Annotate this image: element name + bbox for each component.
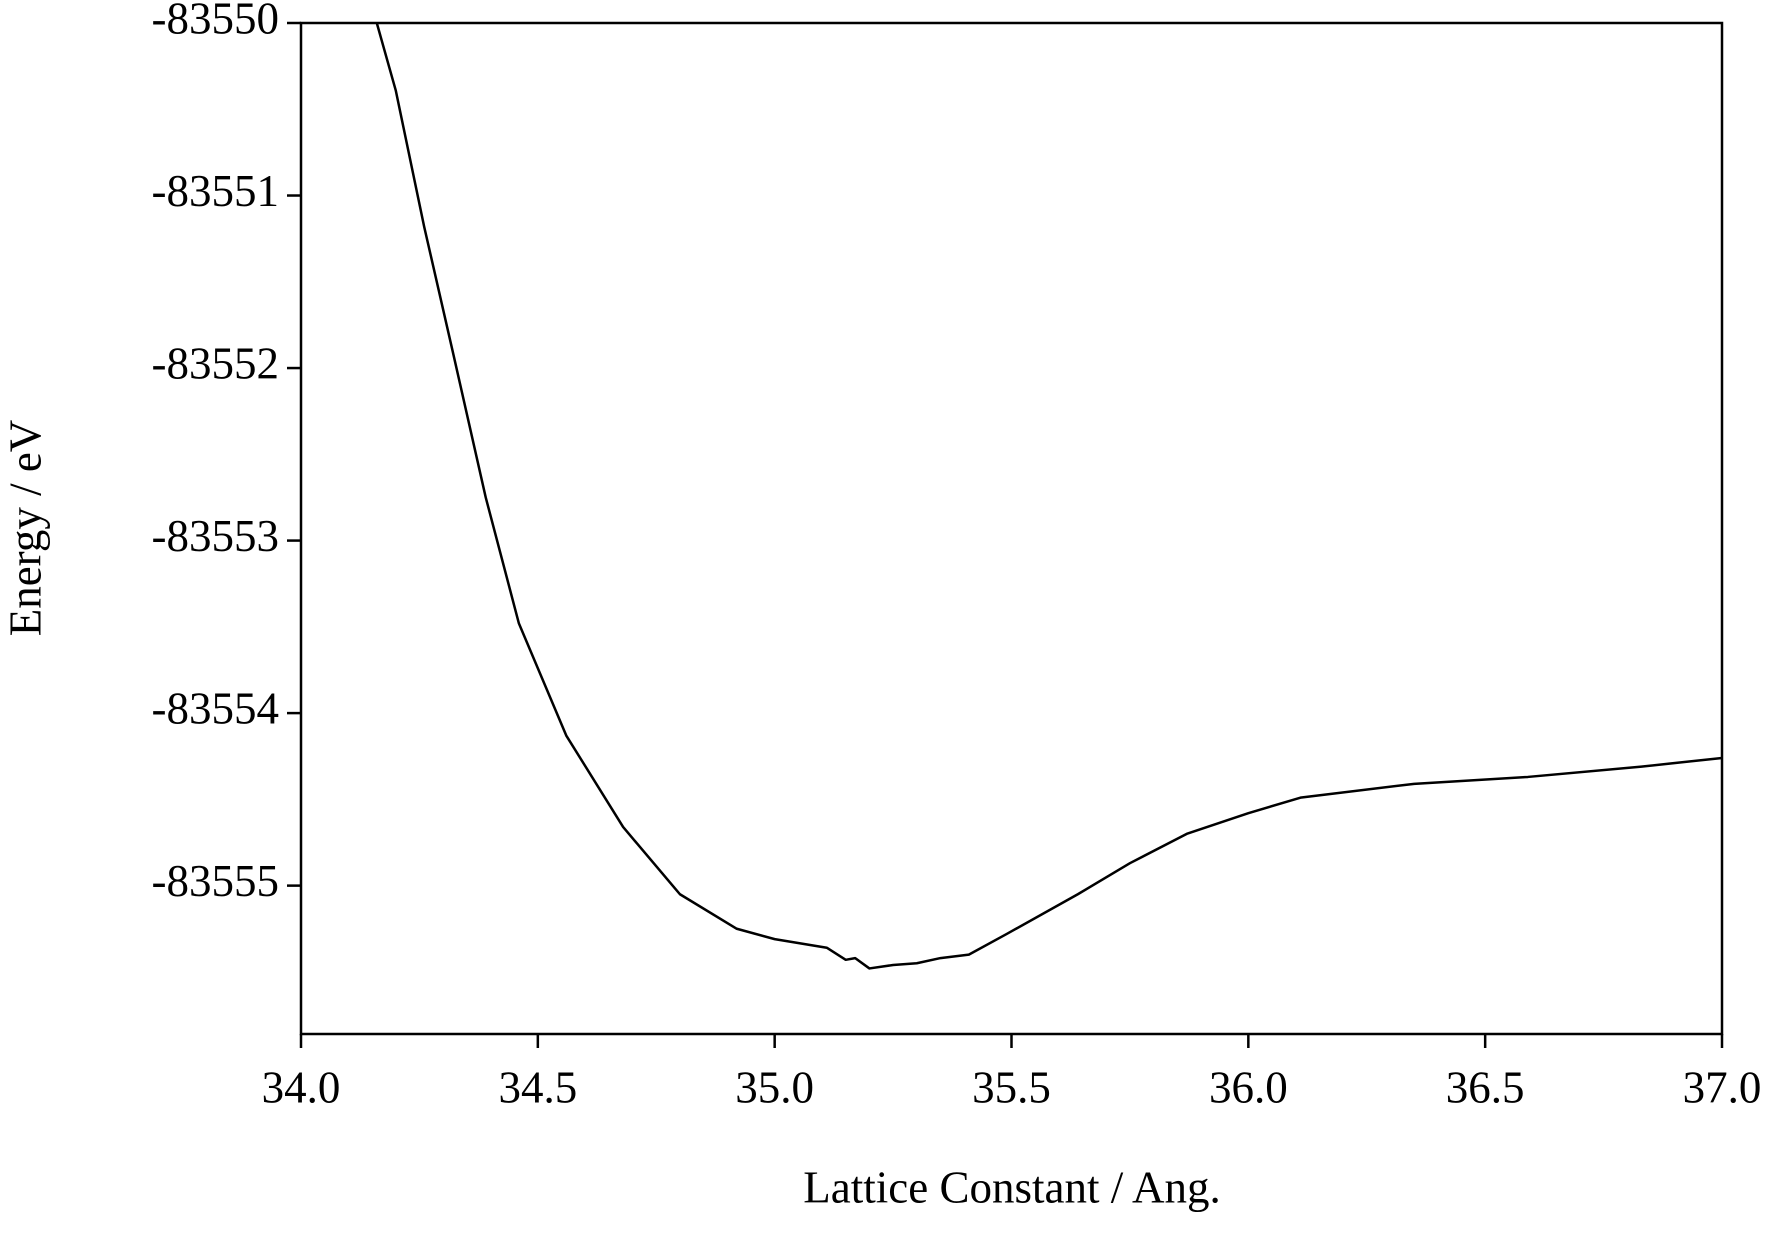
x-tick-label: 37.0 <box>1683 1062 1762 1112</box>
x-tick-label: 36.0 <box>1209 1062 1288 1112</box>
y-tick-label: -83551 <box>152 166 280 216</box>
y-tick-label: -83550 <box>152 0 280 43</box>
x-tick-label: 35.0 <box>735 1062 814 1112</box>
y-tick-label: -83554 <box>152 683 280 733</box>
y-tick-label: -83552 <box>152 338 280 388</box>
x-tick-label: 35.5 <box>972 1062 1051 1112</box>
x-tick-label: 34.0 <box>262 1062 341 1112</box>
data-line <box>375 22 1723 970</box>
x-axis-label: Lattice Constant / Ang. <box>803 1162 1220 1212</box>
y-tick-label: -83555 <box>152 856 280 906</box>
x-tick-label: 34.5 <box>498 1062 577 1112</box>
x-tick-label: 36.5 <box>1446 1062 1525 1112</box>
y-axis-label: Energy / eV <box>0 420 50 637</box>
y-tick-label: -83553 <box>152 511 280 561</box>
plot-frame <box>299 21 1724 1036</box>
